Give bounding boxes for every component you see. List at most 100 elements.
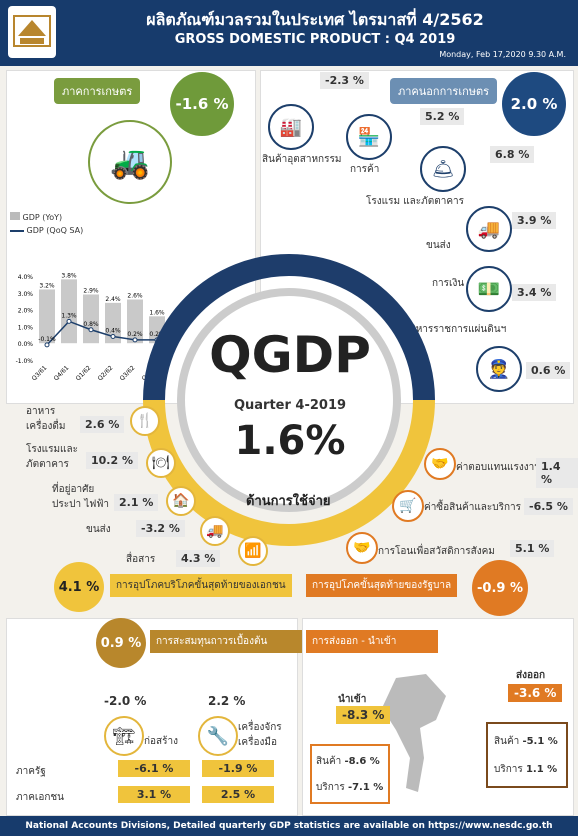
export-breakdown: สินค้า -5.1 % บริการ 1.1 % bbox=[486, 722, 568, 788]
wage-icon: 🤝 bbox=[424, 448, 456, 480]
private-total-label: การอุปโภคบริโภคขั้นสุดท้ายของเอกชน bbox=[110, 574, 292, 597]
investment-label: การสะสมทุนถาวรเบื้องต้น bbox=[150, 630, 302, 653]
release-date: Monday, Feb 17,2020 9.30 A.M. bbox=[439, 50, 566, 59]
expenditure-side-label: ด้านการใช้จ่าย bbox=[246, 494, 331, 509]
export-services-value: 1.1 % bbox=[525, 764, 558, 775]
x-tick-label: Q1/62 bbox=[75, 364, 93, 382]
gdp-yoy-bar bbox=[61, 279, 77, 344]
line-label: 0.2% bbox=[127, 331, 143, 338]
private-sector-label: ภาคเอกชน bbox=[16, 792, 64, 803]
gov-total-value: -0.9 % bbox=[472, 560, 528, 616]
y-tick-label: 4.0% bbox=[18, 274, 34, 281]
wifi-icon: 📶 bbox=[238, 536, 268, 566]
private-housing-value: 2.1 % bbox=[114, 494, 159, 511]
nonagri-value: 2.0 % bbox=[502, 72, 566, 136]
x-tick-label: Q2/62 bbox=[97, 364, 115, 382]
export-goods-value: -5.1 % bbox=[522, 736, 558, 747]
machine-value: 2.2 % bbox=[208, 694, 246, 708]
bar-label: 2.4% bbox=[105, 296, 121, 303]
line-label: 0.2% bbox=[149, 331, 165, 338]
construct-value: -2.0 % bbox=[104, 694, 147, 708]
y-tick-label: 0.0% bbox=[18, 341, 34, 348]
public-machine-value: -1.9 % bbox=[202, 760, 274, 777]
qgdp-title: QGDP bbox=[209, 326, 371, 384]
sector-finance-label: การเงิน bbox=[432, 278, 465, 289]
export-services-label: บริการ bbox=[494, 764, 523, 775]
gdp-yoy-bar bbox=[127, 299, 143, 344]
gov-wage-value: 1.4 % bbox=[536, 458, 578, 488]
legend-line: GDP (QoQ SA) bbox=[10, 226, 83, 235]
money-icon: 💵 bbox=[466, 266, 512, 312]
footer: National Accounts Divisions, Detailed qu… bbox=[0, 816, 578, 836]
qgdp-quarter: Quarter 4-2019 bbox=[233, 398, 347, 413]
shop-icon: 🏪 bbox=[346, 114, 392, 160]
y-tick-label: -1.0% bbox=[16, 358, 34, 365]
gov-welfare-label: การโอนเพื่อสวัสดิการสังคม bbox=[378, 546, 495, 557]
y-tick-label: 1.0% bbox=[18, 324, 34, 331]
private-food-value: 2.6 % bbox=[80, 416, 125, 433]
x-tick-label: Q3/61 bbox=[31, 364, 49, 382]
sector-trade-label: การค้า bbox=[350, 164, 380, 175]
sector-transport-value: 3.9 % bbox=[512, 212, 557, 229]
header bbox=[0, 0, 578, 66]
qgdp-value: 1.6% bbox=[234, 418, 346, 464]
welfare-icon: 🤝 bbox=[346, 532, 378, 564]
gdp-qoq-point bbox=[88, 327, 94, 333]
y-tick-label: 2.0% bbox=[18, 308, 34, 315]
private-housing-label: ที่อยู่อาศัย ประปา ไฟฟ้า bbox=[52, 484, 110, 510]
sector-gov-value: 0.6 % bbox=[526, 362, 571, 379]
line-label: 0.8% bbox=[83, 321, 99, 328]
gdp-yoy-bar bbox=[83, 294, 99, 344]
thailand-map-icon bbox=[382, 674, 446, 792]
import-label: นำเข้า bbox=[338, 694, 367, 705]
import-breakdown: สินค้า -8.6 % บริการ -7.1 % bbox=[310, 744, 390, 804]
nonagri-label: ภาคนอกการเกษตร bbox=[390, 78, 498, 104]
legend-bars: GDP (YoY) bbox=[10, 212, 83, 222]
agri-value: -1.6 % bbox=[170, 72, 234, 136]
gdp-qoq-point bbox=[110, 333, 116, 339]
dining-icon: 🍽 bbox=[146, 448, 176, 478]
private-construct-value: 3.1 % bbox=[118, 786, 190, 803]
gdp-qoq-line bbox=[46, 320, 157, 346]
import-services-value: -7.1 % bbox=[347, 782, 384, 793]
private-hotel-label: โรงแรมและ ภัตตาคาร bbox=[26, 444, 78, 470]
gdp-qoq-point bbox=[132, 337, 138, 343]
sector-industry-label: สินค้าอุตสาหกรรม bbox=[262, 154, 342, 165]
nesdc-logo bbox=[8, 6, 56, 58]
sector-transport-label: ขนส่ง bbox=[426, 240, 451, 251]
gov-purchase-label: ค่าซื้อสินค้าและบริการ bbox=[424, 502, 522, 513]
bar-label: 2.6% bbox=[127, 293, 143, 300]
import-services-label: บริการ bbox=[316, 782, 345, 793]
gdp-yoy-bar bbox=[105, 302, 121, 344]
truck-icon: 🚚 bbox=[466, 206, 512, 252]
import-value: -8.3 % bbox=[336, 706, 391, 724]
line-label: 1.3% bbox=[61, 312, 77, 319]
sector-finance-value: 3.4 % bbox=[512, 284, 557, 301]
private-comm-label: สื่อสาร bbox=[126, 554, 156, 565]
bar-label: 3.8% bbox=[61, 272, 77, 279]
bar-label: 1.6% bbox=[149, 309, 165, 316]
sector-hotel-label: โรงแรม และภัตตาคาร bbox=[366, 196, 465, 207]
x-tick-label: Q4/61 bbox=[53, 364, 71, 382]
official-icon: 👮 bbox=[476, 346, 522, 392]
truck-icon-private: 🚚 bbox=[200, 516, 230, 546]
private-transport-label: ขนส่ง bbox=[86, 524, 111, 535]
gov-total-label: การอุปโภคขั้นสุดท้ายของรัฐบาล bbox=[306, 574, 458, 597]
gdp-qoq-point bbox=[44, 342, 50, 348]
title-thai: ผลิตภัณฑ์มวลรวมในประเทศ ไตรมาสที่ 4/2562 bbox=[146, 10, 484, 29]
export-label: ส่งออก bbox=[516, 670, 546, 681]
gdp-chart: 4.0% 3.0% 2.0% 1.0% 0.0% -1.0% 3.2% 3.8% 2.9% 2.4… bbox=[16, 272, 165, 382]
gdp-yoy-bar bbox=[39, 289, 55, 344]
export-value: -3.6 % bbox=[508, 684, 563, 702]
tools-icon: 🔧 bbox=[198, 716, 238, 756]
sector-gov-label: บริหารราชการแผ่นดินฯ bbox=[404, 324, 507, 335]
hotel-bell-icon: 🛎 bbox=[420, 146, 466, 192]
private-transport-value: -3.2 % bbox=[136, 520, 185, 537]
sector-hotel-value: 6.8 % bbox=[490, 146, 535, 163]
machine-label: เครื่องจักร เครื่องมือ bbox=[238, 722, 282, 748]
line-label: -0.1% bbox=[38, 336, 56, 343]
line-label: 0.4% bbox=[105, 327, 121, 334]
food-icon: 🍴 bbox=[130, 406, 160, 436]
investment-value: 0.9 % bbox=[96, 618, 146, 668]
agri-label: ภาคการเกษตร bbox=[54, 78, 141, 104]
